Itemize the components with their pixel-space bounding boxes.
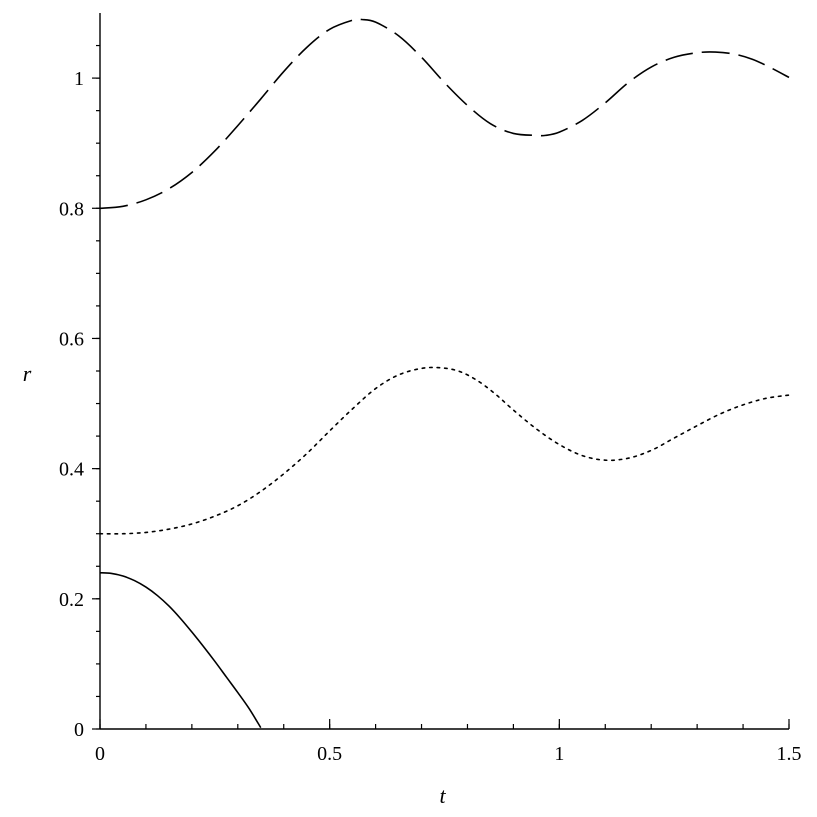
ticks: 0 0.5 1 1.5 0 0.2 0.4 0.6 0.8 1 xyxy=(59,44,802,765)
y-tick-label: 0.8 xyxy=(59,198,84,220)
x-tick-label: 1.5 xyxy=(777,743,802,765)
x-tick-label: 0 xyxy=(95,743,105,765)
series-line-dotted xyxy=(99,366,790,535)
series-group xyxy=(99,18,790,729)
y-tick-label: 0.4 xyxy=(59,459,84,481)
x-tick-label: 0.5 xyxy=(317,743,342,765)
series-line-solid xyxy=(99,571,262,729)
series-line-dashed xyxy=(99,18,790,210)
y-tick-label: 1 xyxy=(74,68,84,90)
x-tick-label: 1 xyxy=(554,743,564,765)
y-tick-label: 0.6 xyxy=(59,328,84,350)
y-axis-label: r xyxy=(23,361,32,386)
axes xyxy=(99,13,789,730)
x-axis-label: t xyxy=(439,783,446,808)
y-tick-label: 0.2 xyxy=(59,589,84,611)
y-tick-label: 0 xyxy=(74,719,84,741)
